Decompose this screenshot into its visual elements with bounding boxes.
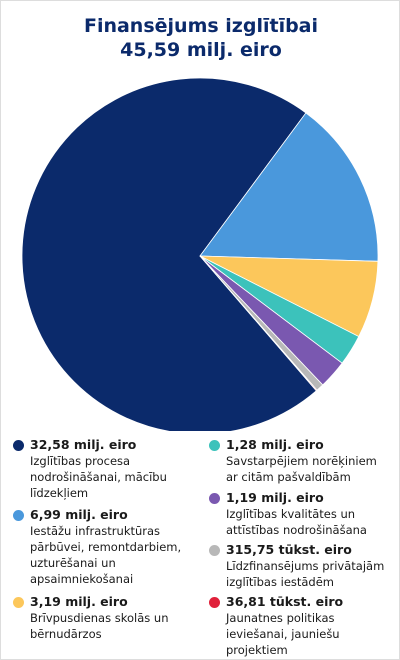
legend-item: 32,58 milj. eiro Izglītības procesa nodro… [13, 437, 193, 501]
legend-marker [13, 510, 24, 521]
legend-marker [13, 440, 24, 451]
legend-label: Savstarpējiem norēķiniem ar citām pašval… [226, 454, 377, 484]
value-label: 32,58 milj. eiro [30, 437, 137, 452]
legend-item: 1,19 milj. eiro Izglītības kvalitātes un … [209, 490, 389, 538]
legend-item: 36,81 tūkst. eiro Jaunatnes politikas iev… [209, 594, 389, 658]
chart-subtitle: 45,59 milj. eiro [120, 39, 282, 61]
pie-slice [21, 77, 317, 431]
value-label: 36,81 tūkst. eiro [226, 594, 344, 609]
legend-marker [209, 440, 220, 451]
legend-item: 3,19 milj. eiro Brīvpusdienas skolās un b… [13, 594, 193, 642]
legend-marker [209, 545, 220, 556]
legend-marker [209, 493, 220, 504]
value-label: 315,75 tūkst. eiro [226, 542, 352, 557]
legend-label: Izglītības kvalitātes un attīstības nodr… [226, 507, 367, 537]
pie-slice [199, 112, 379, 262]
legend-label: Līdzfinansējums privātajām izglītības ie… [226, 559, 385, 589]
value-label: 3,19 milj. eiro [30, 594, 128, 609]
pie-chart [21, 77, 379, 431]
legend-marker [13, 597, 24, 608]
legend-label: Jaunatnes politikas ieviešanai, jauniešu… [226, 611, 340, 657]
pie-slice [199, 255, 318, 392]
legend-label: Izglītības procesa nodrošināšanai, mācīb… [30, 454, 167, 500]
legend-item: 315,75 tūkst. eiro Līdzfinansējums privāt… [209, 542, 389, 590]
legend-marker [209, 597, 220, 608]
legend-label: Brīvpusdienas skolās un bērnudārzos [30, 611, 169, 641]
chart-title: Finansējums izglītībai [83, 15, 319, 37]
value-label: 6,99 milj. eiro [30, 507, 128, 522]
legend-item: 6,99 milj. eiro Iestāžu infrastruktūras p… [13, 507, 193, 587]
value-label: 1,28 milj. eiro [226, 437, 324, 452]
legend-item: 1,28 milj. eiro Savstarpējiem norēķiniem … [209, 437, 389, 485]
legend-label: Iestāžu infrastruktūras pārbūvei, remont… [30, 524, 182, 586]
value-label: 1,19 milj. eiro [226, 490, 324, 505]
